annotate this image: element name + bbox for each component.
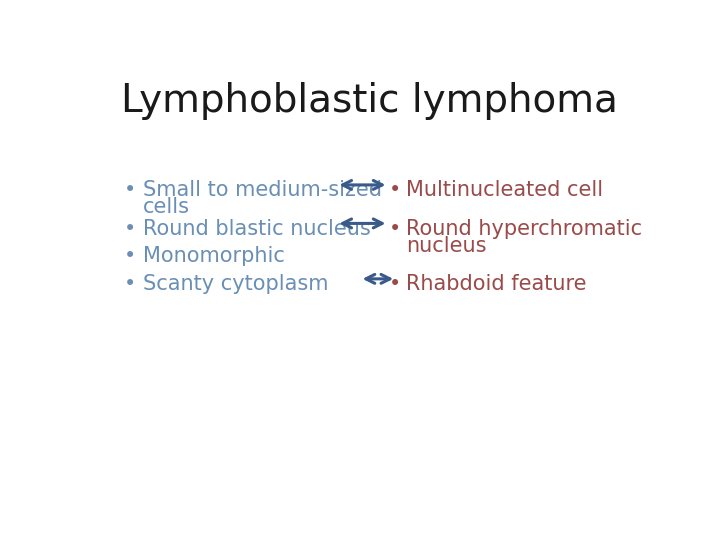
Text: Multinucleated cell: Multinucleated cell: [406, 180, 603, 200]
Text: •: •: [124, 274, 136, 294]
Text: Monomorphic: Monomorphic: [143, 246, 284, 266]
Text: Round hyperchromatic: Round hyperchromatic: [406, 219, 642, 239]
Text: nucleus: nucleus: [406, 236, 487, 256]
Text: cells: cells: [143, 197, 189, 217]
Text: •: •: [124, 246, 136, 266]
Text: Round blastic nucleus: Round blastic nucleus: [143, 219, 371, 239]
Text: Small to medium-sized: Small to medium-sized: [143, 180, 382, 200]
Text: •: •: [124, 219, 136, 239]
Text: •: •: [389, 274, 401, 294]
Text: Scanty cytoplasm: Scanty cytoplasm: [143, 274, 328, 294]
Text: Rhabdoid feature: Rhabdoid feature: [406, 274, 587, 294]
Text: Lymphoblastic lymphoma: Lymphoblastic lymphoma: [120, 82, 618, 120]
Text: •: •: [389, 219, 401, 239]
Text: •: •: [124, 180, 136, 200]
Text: •: •: [389, 180, 401, 200]
